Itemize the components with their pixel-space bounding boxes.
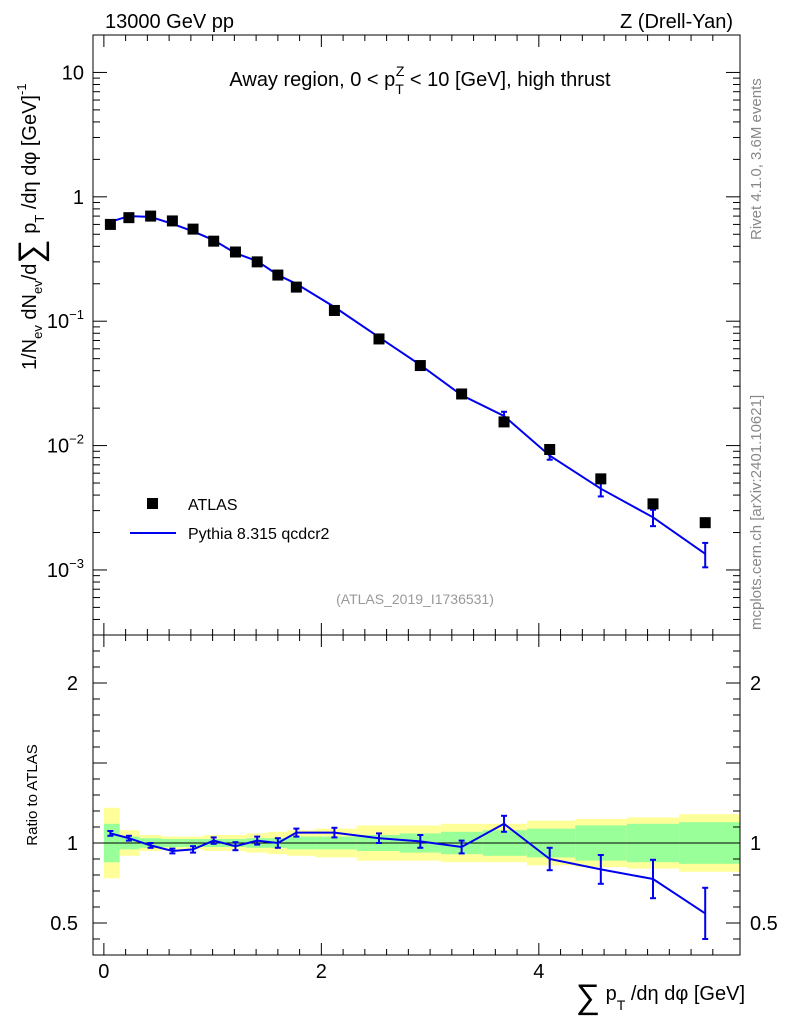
atlas-data-point	[145, 210, 157, 222]
atlas-data-point	[498, 416, 510, 428]
atlas-data-point	[328, 304, 340, 316]
y-tick-label-ratio-left: 0.5	[50, 913, 78, 935]
mcplots-label: mcplots.cern.ch [arXiv:2401.10621]	[748, 395, 765, 630]
main-plot-frame	[92, 34, 741, 636]
atlas-data-point	[290, 281, 302, 293]
ratio-plot-frame	[92, 634, 741, 956]
y-tick-label-ratio-left: 1	[67, 833, 78, 855]
atlas-data-point	[187, 223, 199, 235]
y-tick-label-top: 10	[62, 62, 84, 84]
legend-atlas-label: ATLAS	[188, 497, 238, 514]
atlas-data-point	[166, 215, 178, 227]
y-tick-label-top: 1	[73, 187, 84, 209]
header-right: Z (Drell-Yan)	[620, 11, 733, 33]
y-tick-label-top: 10−1	[47, 307, 84, 333]
atlas-data-point	[373, 333, 385, 345]
atlas-data-point	[456, 388, 468, 400]
y-axis-label-ratio: Ratio to ATLAS	[24, 744, 41, 845]
atlas-data-point	[251, 256, 263, 268]
x-tick-label: 0	[98, 961, 109, 983]
y-axis-label-top: 1/Nev dNev/d∑ pT /dη dφ [GeV]-1	[12, 83, 50, 370]
x-tick-label: 4	[533, 961, 544, 983]
svg-text:1/Nev dNev/d∑ pT /dη dφ [GeV]: 1/Nev dNev/d∑ pT /dη dφ [GeV]-1	[12, 83, 50, 370]
atlas-data-point	[699, 517, 711, 529]
atlas-data-point	[208, 235, 220, 247]
y-tick-label-top: 10−2	[47, 432, 84, 458]
y-tick-label-ratio-right: 0.5	[750, 913, 778, 935]
atlas-data-point	[647, 498, 659, 510]
legend-pythia-label: Pythia 8.315 qcdcr2	[188, 526, 330, 543]
plot-title: Away region, 0 < pTZ < 10 [GeV], high th…	[229, 63, 611, 97]
analysis-tag: (ATLAS_2019_I1736531)	[336, 591, 494, 607]
svg-text:∑ pT /dη dφ [GeV]: ∑ pT /dη dφ [GeV]	[576, 978, 745, 1016]
main-plot-panel: 10−3 10−2 10−1 1 10 Away region, 0 < pTZ < 1…	[47, 34, 741, 636]
legend-atlas-marker	[147, 498, 158, 509]
rivet-version-label: Rivet 4.1.0, 3.6M events	[748, 78, 765, 240]
y-tick-label-top: 10−3	[47, 556, 84, 582]
atlas-data-point	[544, 444, 556, 456]
y-tick-label-ratio-left: 2	[67, 673, 78, 695]
atlas-data-point	[595, 473, 607, 485]
atlas-data-point	[104, 218, 116, 230]
atlas-data-point	[414, 360, 426, 372]
x-tick-label: 2	[316, 961, 327, 983]
atlas-data-point	[229, 246, 241, 258]
y-tick-label-ratio-right: 1	[750, 833, 761, 855]
y-tick-label-ratio-right: 2	[750, 673, 761, 695]
header-left: 13000 GeV pp	[105, 11, 234, 33]
atlas-data-point	[123, 212, 135, 224]
x-axis-label: ∑ pT /dη dφ [GeV]	[576, 978, 745, 1016]
atlas-data-point	[272, 269, 284, 281]
ratio-plot-panel: 0.5 0.5 1 1 2 2 0 2 4	[50, 634, 778, 983]
